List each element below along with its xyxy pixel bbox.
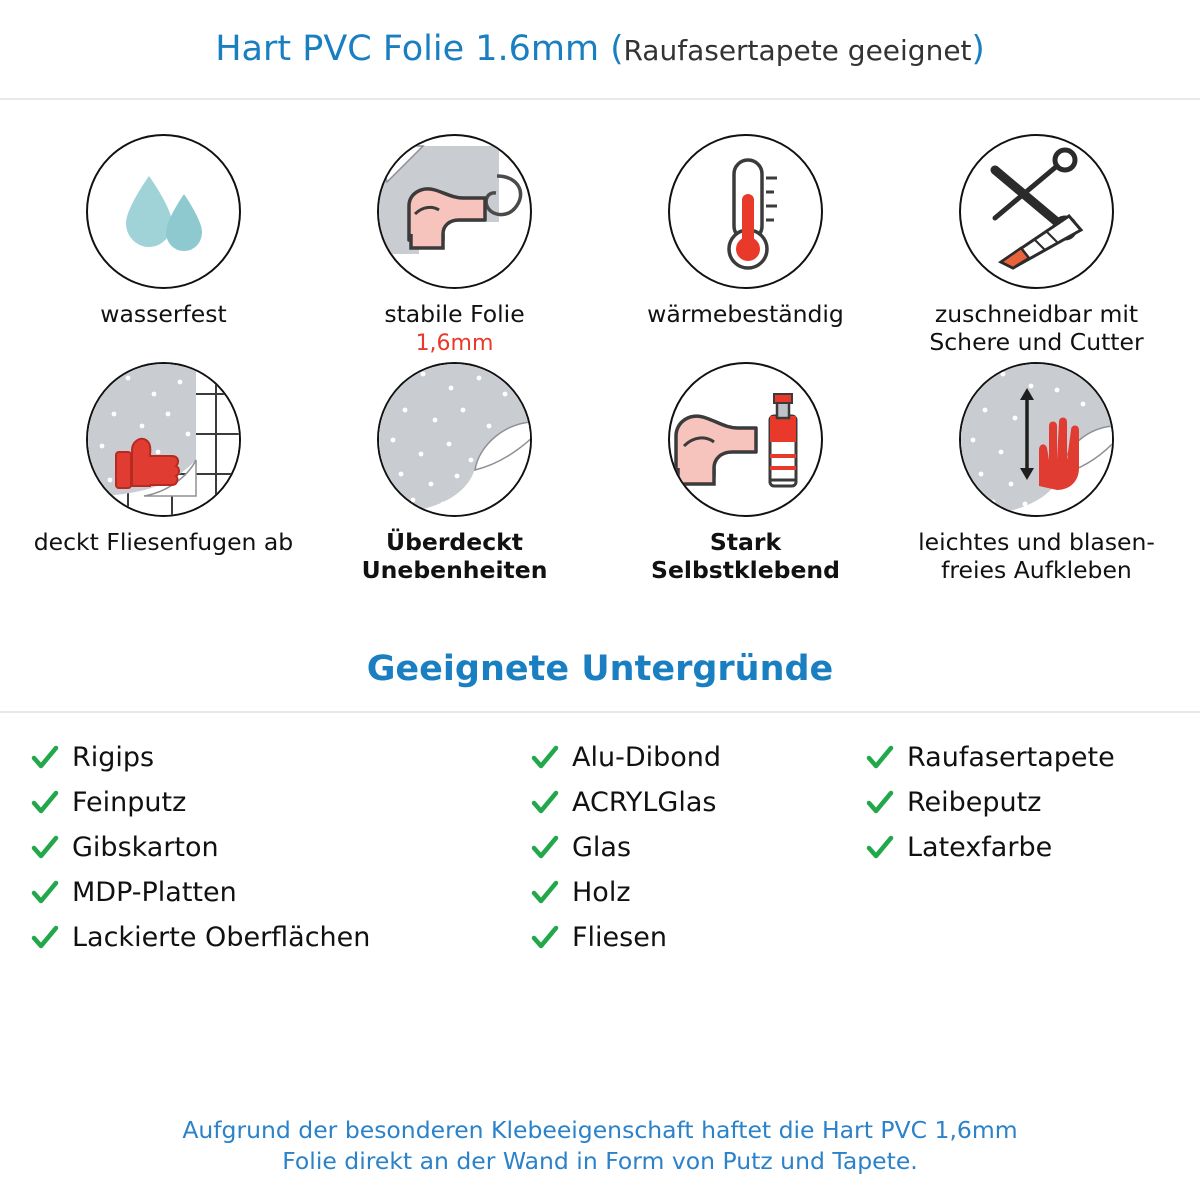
check-icon (531, 925, 559, 949)
check-icon (31, 790, 59, 814)
feature-icon-circle (86, 134, 241, 289)
list-item: Alu-Dibond (530, 737, 865, 779)
suitable-surfaces-list: Rigips Feinputz Gibskarton MDP-Platten L… (0, 713, 1200, 959)
feature-sublabel: 1,6mm (415, 330, 494, 356)
list-item-label: Holz (572, 877, 631, 909)
header: Hart PVC Folie 1.6mm (Raufasertapete gee… (0, 0, 1200, 100)
thumb-up-tiles-icon (88, 364, 239, 516)
list-item-label: Gibskarton (72, 832, 219, 864)
feature-icon-circle (959, 134, 1114, 289)
list-item: Fliesen (530, 917, 865, 959)
list-item-label: Fliesen (572, 922, 667, 954)
paren-open: ( (610, 29, 624, 69)
paren-close: ) (971, 29, 985, 69)
feature-icon-circle (668, 362, 823, 518)
page-title-sub: Raufasertapete geeignet (623, 34, 972, 67)
thermometer-icon (727, 158, 777, 270)
section-title: Geeignete Untergründe (366, 648, 834, 689)
feature-icon-circle (377, 362, 532, 518)
list-item: Lackierte Oberflächen (30, 917, 530, 959)
strong-arm-foil-icon (379, 145, 530, 287)
check-icon (531, 880, 559, 904)
feature-deckt-fliesenfugen: deckt Fliesenfugen ab (18, 362, 309, 584)
list-item-label: Feinputz (72, 787, 187, 819)
check-icon (866, 835, 894, 859)
page-title-main: Hart PVC Folie 1.6mm (215, 29, 611, 69)
feature-label: stabile Folie (384, 300, 525, 328)
feature-stark-selbstklebend: Stark Selbstklebend (600, 362, 891, 584)
check-icon (31, 925, 59, 949)
feature-icon-circle (377, 134, 532, 289)
arm-glue-tube-icon (674, 393, 798, 488)
feature-label: Überdeckt Unebenheiten (361, 528, 548, 585)
feature-grid: wasserfest (0, 100, 1200, 585)
list-item: Rigips (30, 737, 530, 779)
list-item: MDP-Platten (30, 872, 530, 914)
feature-ueberdeckt-unebenheiten: Überdeckt Unebenheiten (309, 362, 600, 584)
check-icon (31, 835, 59, 859)
list-item-label: Lackierte Oberflächen (72, 922, 371, 954)
check-icon (531, 790, 559, 814)
list-item: Reibeputz (865, 782, 1170, 824)
feature-wasserfest: wasserfest (18, 134, 309, 356)
feature-icon-circle (668, 134, 823, 289)
list-item: Latexfarbe (865, 827, 1170, 869)
check-icon (866, 790, 894, 814)
check-icon (866, 745, 894, 769)
feature-zuschneidbar: zuschneidbar mit Schere und Cutter (891, 134, 1182, 356)
check-icon (31, 745, 59, 769)
feature-label: wasserfest (100, 300, 227, 328)
list-item-label: Reibeputz (907, 787, 1042, 819)
feature-icon-circle (959, 362, 1114, 518)
list-item: Holz (530, 872, 865, 914)
hand-arrows-icon (961, 364, 1112, 516)
list-item-label: MDP-Platten (72, 877, 237, 909)
check-icon (31, 880, 59, 904)
list-item-label: Glas (572, 832, 632, 864)
feature-stabile-folie: stabile Folie 1,6mm (309, 134, 600, 356)
list-item: Glas (530, 827, 865, 869)
check-icon (531, 835, 559, 859)
feature-blasenfreies-aufkleben: leichtes und blasen- freies Aufkleben (891, 362, 1182, 584)
list-item: Gibskarton (30, 827, 530, 869)
feature-label: deckt Fliesenfugen ab (33, 528, 294, 557)
scissors-cutter-icon (990, 147, 1084, 270)
checklist-column-3: Raufasertapete Reibeputz Latexfarbe (865, 737, 1170, 959)
page-title: Hart PVC Folie 1.6mm (Raufasertapete gee… (215, 29, 985, 69)
list-item-label: Raufasertapete (907, 742, 1115, 774)
checklist-column-1: Rigips Feinputz Gibskarton MDP-Platten L… (30, 737, 530, 959)
check-icon (531, 745, 559, 769)
list-item: ACRYLGlas (530, 782, 865, 824)
feature-label: leichtes und blasen- freies Aufkleben (918, 528, 1155, 585)
list-item-label: ACRYLGlas (572, 787, 717, 819)
list-item: Feinputz (30, 782, 530, 824)
feature-waermebestaendig: wärmebeständig (600, 134, 891, 356)
foil-peel-icon (379, 364, 530, 516)
footer-note: Aufgrund der besonderen Klebeeigenschaft… (182, 1115, 1018, 1176)
feature-label: wärmebeständig (647, 300, 844, 328)
list-item-label: Rigips (72, 742, 155, 774)
feature-label: zuschneidbar mit Schere und Cutter (929, 300, 1144, 356)
list-item-label: Alu-Dibond (572, 742, 722, 774)
list-item: Raufasertapete (865, 737, 1170, 779)
feature-icon-circle (86, 362, 241, 518)
list-item-label: Latexfarbe (907, 832, 1053, 864)
feature-label: Stark Selbstklebend (651, 528, 840, 585)
checklist-column-2: Alu-Dibond ACRYLGlas Glas Holz Fliesen (530, 737, 865, 959)
section-header: Geeignete Untergründe (0, 627, 1200, 713)
water-drops-icon (126, 176, 202, 251)
